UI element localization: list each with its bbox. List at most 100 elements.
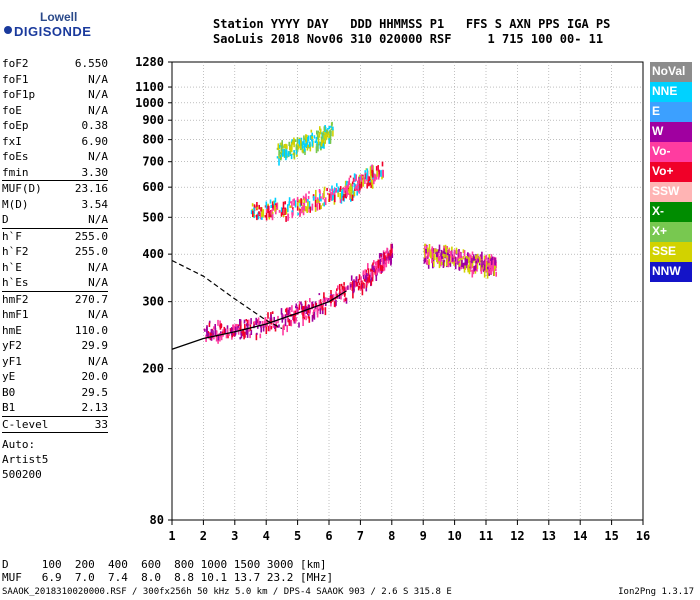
echo-point [328, 193, 331, 202]
echo-point [285, 156, 287, 161]
param-key: foF2 [2, 57, 29, 70]
echo-point [267, 205, 269, 213]
echo-point [350, 275, 353, 281]
autoscaling-info: Auto: Artist5 500200 [2, 437, 108, 482]
echo-point [346, 189, 348, 197]
param-separator [2, 290, 108, 292]
echo-point [322, 298, 325, 307]
echo-point [285, 314, 287, 318]
y-tick-label: 700 [142, 155, 164, 169]
echo-point [433, 248, 436, 253]
echo-point [291, 210, 294, 213]
echo-point [348, 177, 351, 185]
echo-point [453, 260, 455, 266]
echo-point [353, 191, 356, 197]
echo-point [369, 173, 372, 176]
echo-point [327, 128, 329, 131]
echo-point [307, 315, 310, 319]
echo-point [466, 256, 469, 263]
echo-point [289, 307, 291, 310]
echo-point [490, 262, 493, 270]
param-key: foEs [2, 150, 29, 163]
echo-point [296, 202, 299, 211]
echo-point [226, 328, 229, 334]
echo-point [248, 329, 250, 333]
echo-point [436, 257, 438, 263]
echo-point [375, 166, 378, 171]
echo-point [427, 247, 429, 256]
echo-point [265, 326, 268, 335]
echo-point [326, 187, 328, 192]
echo-point [244, 331, 246, 338]
echo-point [491, 256, 494, 261]
echo-point [266, 323, 268, 327]
echo-point [223, 326, 226, 335]
echo-point [363, 275, 365, 280]
param-value: 6.90 [81, 134, 109, 148]
echo-point [258, 214, 261, 217]
param-row-yf2: yF2 29.9 [2, 338, 108, 354]
echo-point [377, 259, 380, 265]
echo-point [315, 189, 317, 198]
echo-point [312, 303, 314, 308]
echo-point [318, 300, 321, 307]
echo-point [267, 312, 269, 319]
echo-point [282, 201, 285, 209]
echo-point [248, 319, 250, 325]
echo-point [385, 256, 388, 261]
echo-point [494, 266, 497, 271]
echo-point [311, 136, 313, 140]
param-row-foep: foEp 0.38 [2, 118, 108, 134]
echo-point [256, 205, 259, 210]
echo-point [313, 195, 315, 200]
echo-point [323, 298, 326, 301]
x-tick-label: 2 [200, 529, 207, 543]
echo-point [288, 201, 290, 206]
echo-point [298, 199, 301, 203]
echo-point [284, 201, 286, 205]
echo-point [344, 191, 346, 196]
param-value: N/A [88, 150, 108, 163]
echo-point [350, 186, 353, 193]
echo-point [343, 286, 345, 292]
echo-point [249, 333, 251, 339]
echo-point [290, 148, 293, 152]
echo-point [450, 250, 452, 256]
echo-point [307, 145, 310, 148]
y-tick-label: 400 [142, 247, 164, 261]
echo-point [450, 255, 453, 263]
echo-point [330, 192, 332, 197]
echo-point [280, 157, 282, 161]
echo-point [308, 316, 311, 323]
echo-point [301, 303, 303, 310]
lowell-digisonde-logo: Lowell DIGISONDE [2, 4, 162, 50]
echo-point [299, 144, 301, 149]
echo-point [375, 274, 378, 281]
param-value: N/A [88, 72, 108, 86]
echo-point [360, 276, 362, 284]
echo-point [258, 321, 261, 327]
echo-point [283, 324, 285, 330]
echo-point [366, 182, 368, 189]
echo-point [246, 332, 249, 338]
param-row-fof1p: foF1p N/A [2, 87, 108, 103]
echo-point [341, 188, 344, 196]
echo-point [301, 148, 304, 153]
echo-point [313, 135, 316, 139]
echo-point [438, 261, 441, 269]
echo-point [314, 140, 317, 143]
echo-point [332, 126, 334, 131]
echo-point [305, 193, 307, 200]
echo-point [279, 152, 282, 155]
param-row-md: M(D) 3.54 [2, 197, 108, 213]
echo-point [447, 260, 450, 268]
echo-point [310, 302, 313, 310]
echo-point [343, 187, 345, 193]
echo-point [449, 261, 452, 267]
echo-point [362, 282, 364, 285]
echo-point [239, 319, 242, 322]
echo-point [220, 333, 223, 341]
echo-point [374, 261, 377, 266]
echo-point [296, 137, 299, 144]
param-row-hmf2: hmF2 270.7 [2, 292, 108, 308]
